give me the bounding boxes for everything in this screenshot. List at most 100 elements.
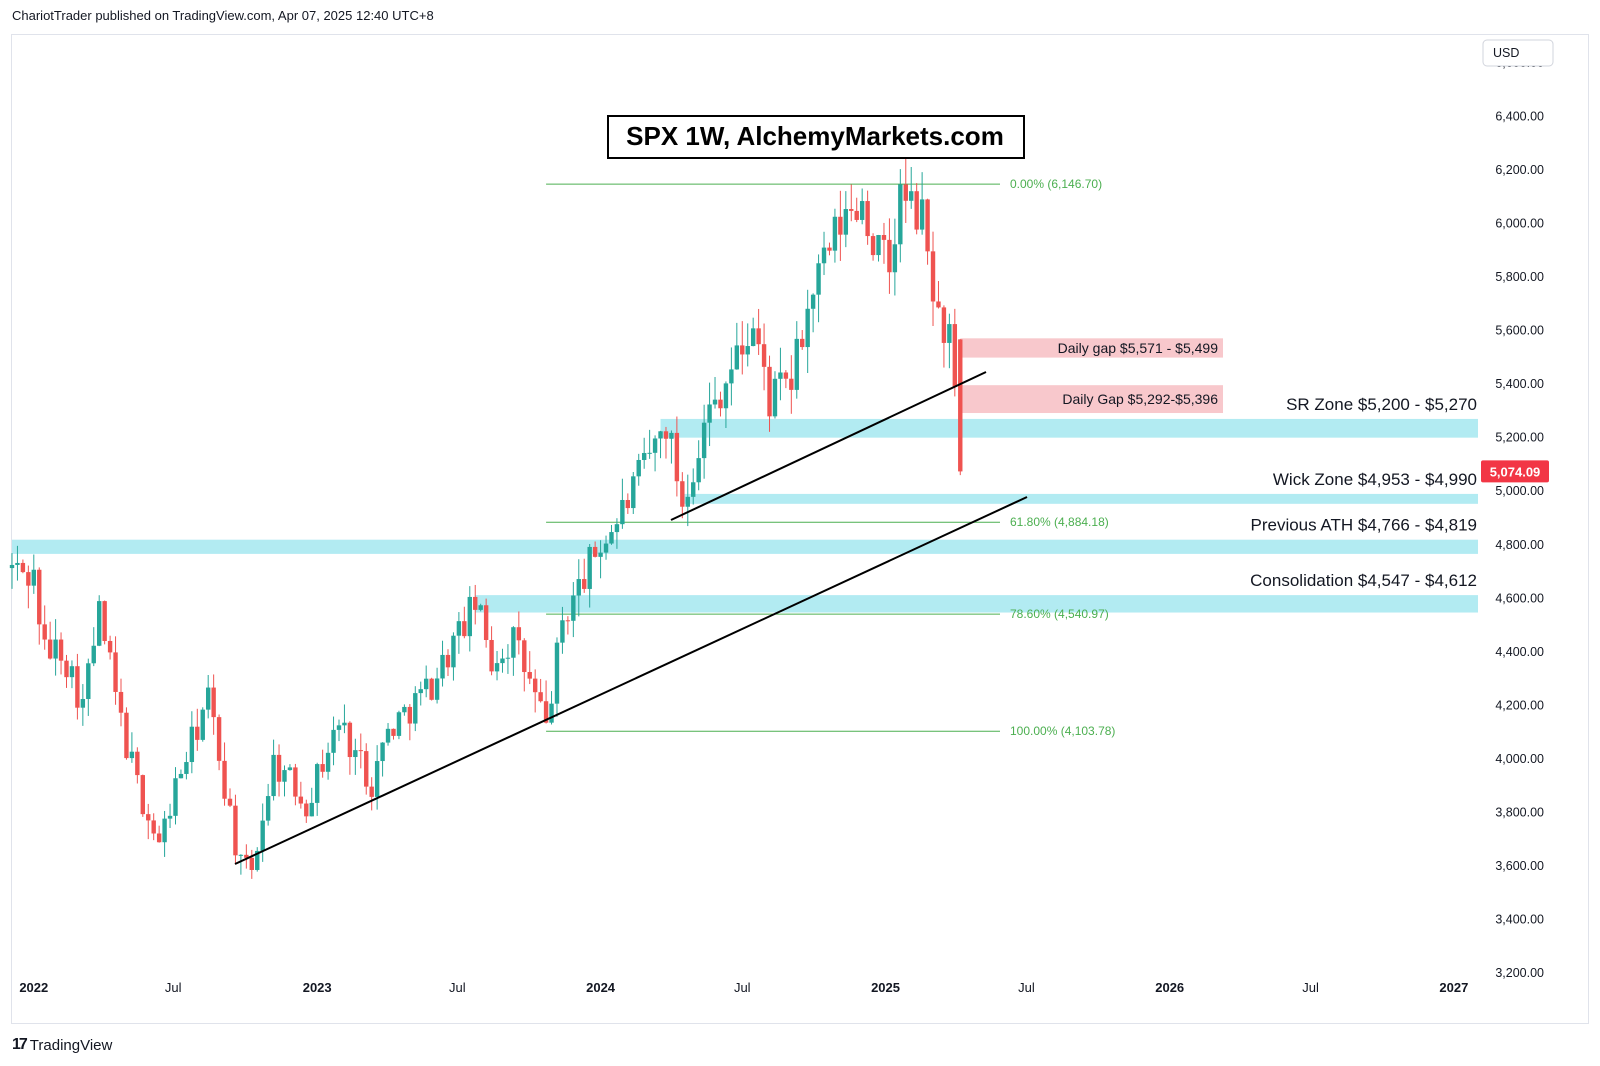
candle-body-32 — [184, 762, 189, 774]
zone-label-3: Wick Zone $4,953 - $4,990 — [1273, 470, 1477, 489]
candle-body-52 — [293, 767, 298, 797]
y-tick-6: 4,400.00 — [1495, 645, 1544, 659]
candle-body-88 — [489, 639, 494, 672]
zone-5 — [475, 595, 1478, 613]
candle-body-129 — [712, 399, 718, 405]
x-tick-0: 2022 — [19, 980, 48, 995]
candle-body-8 — [53, 639, 58, 659]
candle-body-171 — [941, 307, 947, 343]
y-tick-9: 5,000.00 — [1495, 484, 1544, 498]
candle-body-108 — [598, 552, 603, 557]
candle-body-154 — [849, 209, 854, 211]
candle-body-7 — [47, 639, 53, 659]
candle-body-15 — [91, 645, 96, 664]
candle-body-34 — [195, 726, 200, 740]
candle-body-127 — [701, 422, 707, 459]
x-tick-6: 2025 — [871, 980, 900, 995]
last-price-label: 5,074.09 — [1490, 464, 1541, 479]
candle-body-25 — [146, 814, 151, 821]
candle-body-101 — [560, 620, 565, 643]
candle-body-19 — [113, 652, 118, 692]
candle-body-149 — [821, 247, 827, 264]
candle-body-93 — [516, 627, 522, 641]
candle-body-5 — [37, 569, 42, 625]
x-tick-5: Jul — [734, 980, 751, 995]
candle-body-124 — [685, 496, 690, 507]
candle-body-23 — [135, 751, 140, 776]
candle-body-98 — [543, 701, 549, 723]
chart-title-box — [607, 115, 1025, 159]
candle-body-122 — [674, 432, 680, 482]
candle-body-58 — [325, 752, 331, 772]
candle-body-29 — [167, 815, 173, 819]
axis-layer: 3,200.00 3,400.00 3,600.00 3,800.00 4,000.00… — [19, 39, 1554, 995]
candle-body-153 — [843, 209, 849, 235]
candle-body-111 — [614, 524, 620, 533]
candle-body-148 — [816, 263, 821, 295]
candle-body-64 — [358, 750, 363, 752]
candle-body-94 — [522, 640, 527, 673]
candle-body-87 — [483, 605, 489, 640]
candle-body-156 — [859, 201, 865, 220]
candle-body-3 — [26, 572, 31, 586]
candle-body-17 — [102, 601, 107, 641]
y-tick-14: 6,000.00 — [1495, 216, 1544, 230]
candle-body-155 — [854, 210, 859, 220]
x-tick-8: 2026 — [1155, 980, 1184, 995]
candle-body-80 — [445, 654, 451, 668]
candle-body-70 — [391, 728, 396, 736]
candle-body-95 — [527, 672, 532, 679]
fib-label-1: 61.80% (4,884.18) — [1010, 515, 1109, 529]
candle-body-6 — [42, 624, 47, 640]
candle-body-35 — [200, 709, 205, 740]
candle-body-82 — [456, 621, 462, 636]
candle-body-21 — [124, 712, 129, 759]
zone-0 — [960, 338, 1223, 358]
y-tick-4: 4,000.00 — [1495, 752, 1544, 766]
candle-body-18 — [107, 640, 113, 653]
candle-body-99 — [549, 703, 554, 723]
candle-body-132 — [729, 369, 734, 384]
candle-body-130 — [718, 399, 723, 409]
candle-body-135 — [745, 346, 750, 355]
candle-body-139 — [767, 366, 772, 417]
candles-layer — [9, 158, 963, 879]
candle-body-26 — [151, 820, 156, 834]
candle-body-37 — [211, 687, 216, 718]
candle-body-40 — [227, 798, 233, 806]
tradingview-logo[interactable]: 17 TradingView — [12, 1036, 112, 1054]
x-tick-9: Jul — [1302, 980, 1319, 995]
candle-body-166 — [914, 191, 919, 230]
candle-body-100 — [554, 642, 560, 704]
candle-body-158 — [870, 236, 876, 256]
candle-body-110 — [609, 532, 614, 544]
candle-body-73 — [407, 706, 413, 724]
candle-body-106 — [587, 546, 592, 589]
candle-body-172 — [947, 324, 952, 343]
candle-body-109 — [603, 543, 609, 553]
candle-body-10 — [64, 660, 69, 678]
zone-label-4: Previous ATH $4,766 - $4,819 — [1251, 516, 1478, 535]
candle-body-164 — [903, 184, 908, 201]
candle-body-141 — [778, 372, 783, 379]
candle-body-169 — [930, 251, 936, 302]
y-tick-13: 5,800.00 — [1495, 270, 1544, 284]
candle-body-65 — [364, 751, 369, 787]
candle-body-112 — [620, 499, 625, 525]
candle-body-41 — [233, 805, 238, 856]
y-tick-15: 6,200.00 — [1495, 163, 1544, 177]
x-tick-3: Jul — [449, 980, 466, 995]
zone-4 — [12, 539, 1478, 554]
y-tick-16: 6,400.00 — [1495, 109, 1544, 123]
fib-label-2: 78.60% (4,540.97) — [1010, 607, 1109, 621]
zone-3 — [682, 493, 1478, 504]
candle-body-83 — [462, 621, 467, 637]
candle-body-120 — [663, 431, 669, 439]
candle-body-63 — [353, 750, 358, 758]
candle-body-138 — [761, 344, 767, 367]
candle-body-53 — [298, 796, 304, 804]
candle-body-57 — [320, 764, 325, 772]
candle-body-33 — [189, 726, 195, 763]
candle-body-105 — [582, 579, 587, 589]
